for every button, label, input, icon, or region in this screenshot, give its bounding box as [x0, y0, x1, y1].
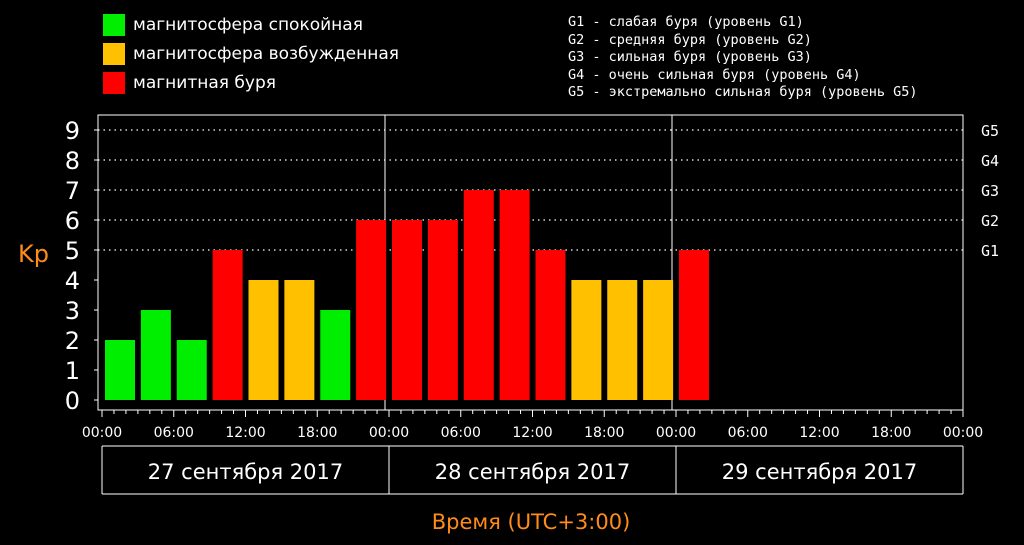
bar	[320, 310, 351, 400]
bar	[571, 280, 602, 400]
right-tick-label: G5	[981, 122, 999, 140]
y-tick-label: 3	[65, 297, 80, 325]
bar	[535, 250, 566, 400]
x-tick-label: 12:00	[225, 425, 265, 441]
y-tick-label: 5	[65, 237, 80, 265]
storm-level-legend: G1 - слабая буря (уровень G1) G2 - средн…	[568, 14, 918, 102]
day-label: 28 сентября 2017	[435, 460, 631, 484]
right-tick-label: G3	[981, 182, 999, 200]
bar	[607, 280, 638, 400]
x-tick-label: 06:00	[441, 425, 481, 441]
bar	[499, 190, 530, 400]
bar	[356, 220, 387, 400]
legend-label-active: магнитосфера возбужденная	[133, 44, 399, 64]
storm-level-g5: G5 - экстремально сильная буря (уровень …	[568, 84, 918, 100]
bar	[284, 280, 315, 400]
x-tick-label: 00:00	[369, 425, 409, 441]
day-label: 27 сентября 2017	[148, 460, 344, 484]
y-tick-label: 9	[65, 117, 80, 145]
legend-item-active: магнитосфера возбужденная	[103, 43, 399, 65]
y-tick-label: 4	[65, 267, 80, 295]
bar	[463, 190, 494, 400]
x-tick-label: 00:00	[943, 425, 983, 441]
x-tick-label: 18:00	[871, 425, 911, 441]
x-axis-label: Время (UTC+3:00)	[432, 510, 631, 534]
legend-swatch-quiet	[103, 14, 125, 36]
y-tick-label: 0	[65, 387, 80, 415]
y-axis-label: Kp	[18, 240, 49, 268]
legend-label-storm: магнитная буря	[133, 73, 276, 93]
bar	[105, 340, 135, 400]
x-tick-label: 12:00	[799, 425, 839, 441]
bar	[140, 310, 171, 400]
x-tick-label: 06:00	[154, 425, 194, 441]
day-label: 29 сентября 2017	[722, 460, 918, 484]
y-tick-label: 8	[65, 147, 80, 175]
bar	[392, 220, 422, 400]
storm-level-g4: G4 - очень сильная буря (уровень G4)	[568, 66, 861, 83]
legend-item-storm: магнитная буря	[103, 72, 276, 94]
right-tick-label: G2	[981, 212, 999, 230]
y-tick-label: 1	[65, 357, 80, 385]
x-tick-label: 18:00	[584, 425, 624, 441]
right-tick-label: G1	[981, 242, 999, 260]
bar	[679, 250, 709, 400]
storm-level-g3: G3 - сильная буря (уровень G3)	[568, 49, 812, 65]
x-tick-label: 18:00	[297, 425, 337, 441]
legend-label-quiet: магнитосфера спокойная	[133, 15, 363, 35]
bar	[248, 280, 279, 400]
storm-level-g2: G2 - средняя буря (уровень G2)	[568, 31, 812, 48]
legend-item-quiet: магнитосфера спокойная	[103, 14, 363, 36]
bar	[643, 280, 674, 400]
bar	[212, 250, 243, 400]
y-tick-label: 7	[65, 177, 80, 205]
storm-level-g1: G1 - слабая буря (уровень G1)	[568, 14, 804, 30]
y-tick-label: 2	[65, 327, 80, 355]
legend-swatch-active	[103, 43, 125, 65]
bar	[176, 340, 207, 400]
x-tick-label: 12:00	[512, 425, 552, 441]
legend-swatch-storm	[103, 72, 125, 94]
x-tick-label: 00:00	[656, 425, 696, 441]
y-tick-label: 6	[65, 207, 80, 235]
x-tick-label: 06:00	[728, 425, 768, 441]
plot-frame	[97, 114, 964, 411]
right-tick-label: G4	[981, 152, 999, 170]
bar	[427, 220, 458, 400]
x-tick-label: 00:00	[82, 425, 122, 441]
